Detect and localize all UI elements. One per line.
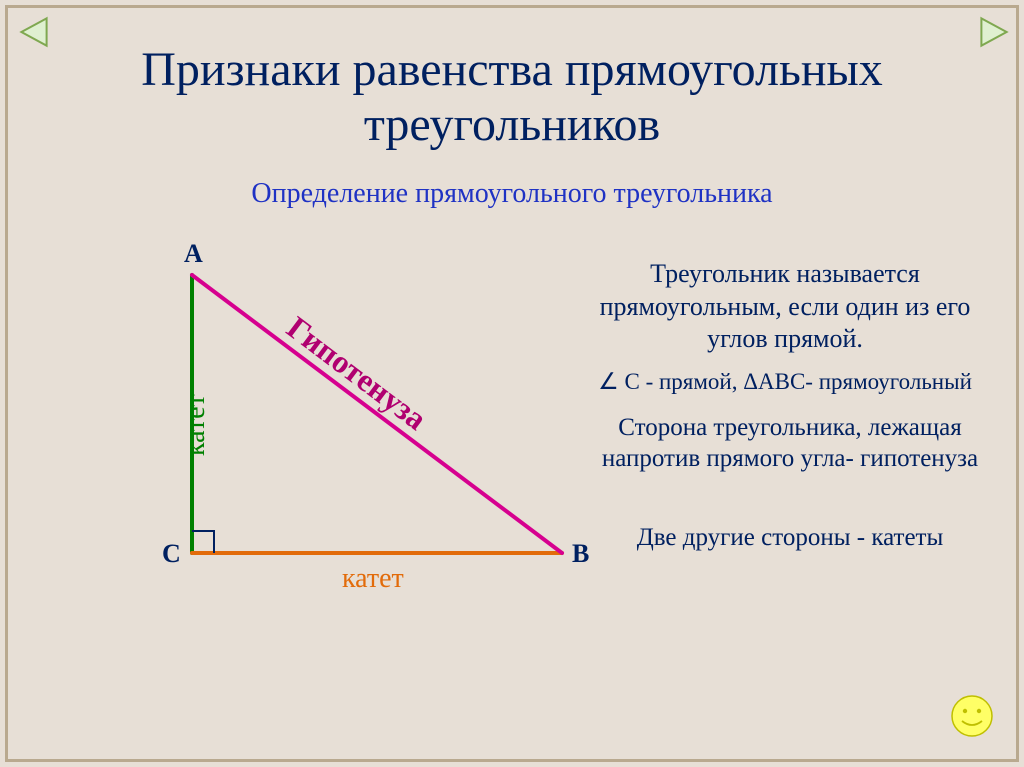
cathetus-definition-text: Две другие стороны - катеты [600, 522, 980, 553]
hypotenuse-line [192, 275, 562, 553]
slide-title: Признаки равенства прямоугольных треугол… [0, 42, 1024, 152]
slide-subtitle: Определение прямоугольного треугольника [0, 178, 1024, 210]
angle-note-text: ∠ C - прямой, ΔABC- прямоугольный [560, 368, 1010, 397]
right-angle-marker [192, 531, 214, 553]
vertex-a-label: A [184, 239, 203, 269]
cathetus-vertical-label: катет [180, 394, 212, 456]
slide: Признаки равенства прямоугольных треугол… [0, 0, 1024, 767]
triangle-diagram [150, 255, 580, 585]
smiley-icon [950, 694, 994, 743]
vertex-c-label: C [162, 539, 181, 569]
definition-text: Треугольник называется прямоугольным, ес… [580, 258, 990, 356]
vertex-b-label: B [572, 539, 589, 569]
hypotenuse-definition-text: Сторона треугольника, лежащая напротив п… [590, 412, 990, 475]
cathetus-horizontal-label: катет [342, 563, 404, 595]
